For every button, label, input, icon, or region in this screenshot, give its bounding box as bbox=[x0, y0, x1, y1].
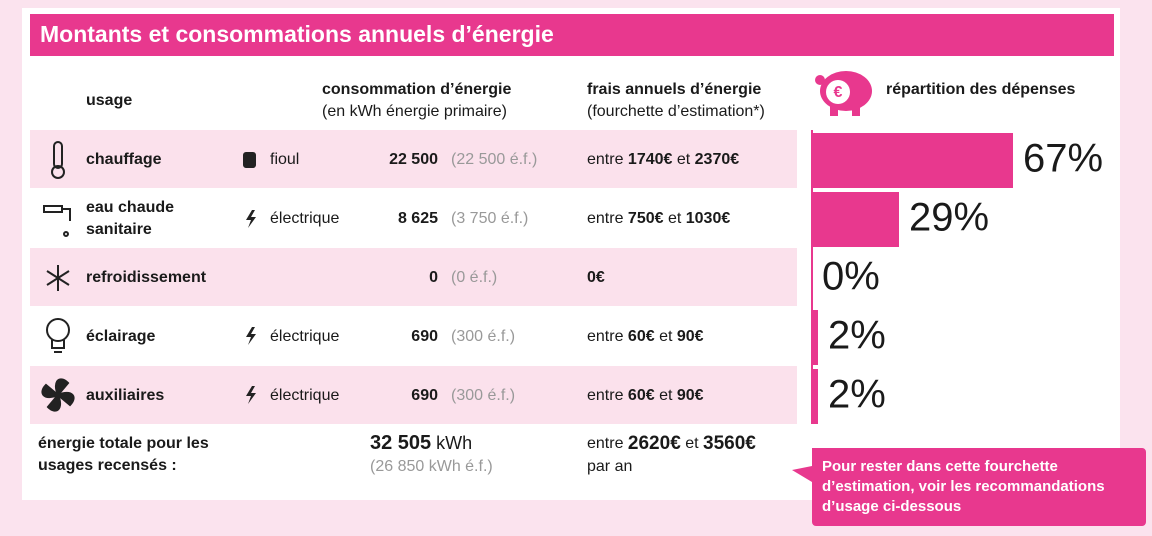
share-bar bbox=[812, 192, 899, 247]
total-label: énergie totale pour les bbox=[38, 435, 209, 452]
callout-line: d’usage ci-dessous bbox=[822, 498, 961, 515]
energy: électrique bbox=[270, 328, 339, 345]
cost: entre 2620€ et 3560€ bbox=[587, 433, 756, 454]
col-consumption: consommation d’énergie bbox=[322, 81, 511, 98]
cost-text: entre bbox=[587, 435, 628, 452]
total-period: par an bbox=[587, 458, 632, 475]
consumption-ef: (3 750 é.f.) bbox=[451, 210, 528, 227]
consumption: 690 bbox=[411, 328, 438, 345]
cost-text: entre bbox=[587, 151, 628, 168]
callout-box bbox=[792, 448, 1146, 526]
row-bg bbox=[30, 366, 797, 424]
total-consumption: 32 505 kWh bbox=[370, 432, 472, 454]
cost-text: entre bbox=[587, 328, 628, 345]
consumption-ef: (0 é.f.) bbox=[451, 269, 497, 286]
callout-line: d’estimation, voir les recommandations bbox=[822, 478, 1105, 495]
energy: fioul bbox=[270, 151, 299, 168]
consumption-ef: (22 500 é.f.) bbox=[451, 151, 537, 168]
row-bg bbox=[30, 248, 797, 306]
cost-text: entre bbox=[587, 210, 628, 227]
cost-amount: 2370€ bbox=[695, 151, 740, 168]
svg-text:€: € bbox=[834, 84, 843, 101]
share-label: 0% bbox=[822, 255, 880, 299]
share-bar bbox=[812, 310, 818, 365]
total-label: usages recensés : bbox=[38, 457, 177, 474]
cost: 0€ bbox=[587, 269, 605, 286]
row-bg bbox=[30, 130, 797, 188]
consumption-ef: (300 é.f.) bbox=[451, 328, 515, 345]
share-label: 67% bbox=[1023, 137, 1103, 181]
cost-amount: 1030€ bbox=[686, 210, 731, 227]
cost-amount: 90€ bbox=[677, 387, 704, 404]
usage: eau chaude bbox=[86, 199, 174, 216]
cost: entre 60€ et 90€ bbox=[587, 387, 704, 404]
usage: auxiliaires bbox=[86, 387, 164, 404]
col-usage: usage bbox=[86, 92, 132, 109]
title-bar bbox=[30, 14, 1114, 56]
col-cost-sub: (fourchette d’estimation*) bbox=[587, 103, 765, 120]
consumption: 0 bbox=[429, 269, 438, 286]
callout: Pour rester dans cette fourchette d’estim… bbox=[822, 458, 1105, 515]
piggy-icon: € bbox=[815, 71, 872, 116]
total-row: énergie totale pour les usages recensés :… bbox=[38, 432, 756, 475]
cost-text: et bbox=[655, 328, 677, 345]
col-consumption-sub: (en kWh énergie primaire) bbox=[322, 103, 507, 120]
energy: électrique bbox=[270, 387, 339, 404]
cost: entre 1740€ et 2370€ bbox=[587, 151, 739, 168]
cost-amount: 750€ bbox=[628, 210, 664, 227]
rows: chauffage fioul 22 500 (22 500 é.f.) entre 1… bbox=[30, 130, 1103, 424]
cost-amount: 0€ bbox=[587, 269, 605, 286]
cost: entre 750€ et 1030€ bbox=[587, 210, 730, 227]
cost-amount: 60€ bbox=[628, 328, 655, 345]
total-unit: kWh bbox=[431, 433, 472, 453]
cost-text: et bbox=[672, 151, 694, 168]
consumption: 8 625 bbox=[398, 210, 438, 227]
cost-amount: 60€ bbox=[628, 387, 655, 404]
cost-amount: 1740€ bbox=[628, 151, 673, 168]
row-icons bbox=[41, 141, 75, 412]
cost-amount: 2620€ bbox=[628, 433, 681, 454]
cost-text: et bbox=[681, 435, 703, 452]
consumption: 690 bbox=[411, 387, 438, 404]
cost-amount: 90€ bbox=[677, 328, 704, 345]
share-bar bbox=[812, 133, 1013, 188]
callout-line: Pour rester dans cette fourchette bbox=[822, 458, 1058, 475]
cost-text: entre bbox=[587, 387, 628, 404]
share-label: 2% bbox=[828, 373, 886, 417]
share-label: 29% bbox=[909, 196, 989, 240]
usage: chauffage bbox=[86, 151, 162, 168]
cost-text: et bbox=[655, 387, 677, 404]
cost-text: et bbox=[664, 210, 686, 227]
usage: sanitaire bbox=[86, 221, 152, 238]
total-ef: (26 850 kWh é.f.) bbox=[370, 458, 493, 475]
col-share: répartition des dépenses bbox=[886, 81, 1075, 98]
cost-amount: 3560€ bbox=[703, 433, 756, 454]
consumption-ef: (300 é.f.) bbox=[451, 387, 515, 404]
title: Montants et consommations annuels d’éner… bbox=[40, 21, 554, 47]
share-label: 2% bbox=[828, 314, 886, 358]
col-cost: frais annuels d’énergie bbox=[587, 81, 761, 98]
usage: refroidissement bbox=[86, 269, 207, 286]
cost: entre 60€ et 90€ bbox=[587, 328, 704, 345]
usage: éclairage bbox=[86, 328, 155, 345]
share-bar bbox=[812, 369, 818, 424]
energy-icons bbox=[243, 152, 256, 404]
energy: électrique bbox=[270, 210, 339, 227]
consumption: 22 500 bbox=[389, 151, 438, 168]
total-value: 32 505 bbox=[370, 432, 431, 454]
